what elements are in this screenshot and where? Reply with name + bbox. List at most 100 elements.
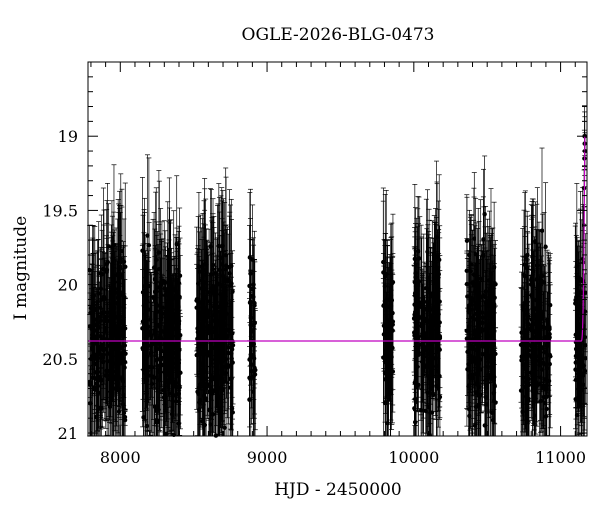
data-point bbox=[412, 333, 417, 338]
data-point bbox=[200, 419, 205, 424]
data-point bbox=[214, 304, 220, 310]
data-point bbox=[205, 314, 210, 320]
data-point bbox=[166, 331, 172, 336]
data-point bbox=[474, 371, 479, 377]
data-point bbox=[389, 297, 394, 303]
data-point bbox=[220, 243, 225, 248]
data-point bbox=[104, 269, 109, 275]
data-point bbox=[416, 352, 421, 358]
data-point bbox=[476, 402, 481, 408]
data-point bbox=[176, 312, 181, 318]
data-point bbox=[162, 286, 167, 291]
data-point bbox=[430, 320, 435, 325]
data-point bbox=[113, 327, 118, 333]
data-point bbox=[383, 274, 388, 279]
data-point bbox=[383, 400, 388, 406]
data-point bbox=[117, 338, 122, 343]
data-point bbox=[471, 280, 476, 286]
data-point bbox=[251, 282, 256, 287]
data-point bbox=[162, 368, 168, 373]
data-point bbox=[199, 286, 204, 291]
data-point bbox=[420, 331, 425, 336]
data-point bbox=[173, 342, 178, 347]
data-point bbox=[115, 381, 121, 386]
data-point bbox=[427, 361, 432, 367]
data-point bbox=[226, 362, 231, 368]
data-point bbox=[207, 407, 212, 413]
data-point bbox=[98, 318, 103, 323]
data-point bbox=[215, 281, 221, 286]
data-point bbox=[412, 293, 418, 298]
data-point bbox=[199, 321, 205, 327]
data-point bbox=[425, 357, 430, 363]
data-point bbox=[96, 390, 101, 395]
data-point bbox=[483, 289, 488, 294]
data-point bbox=[200, 293, 206, 299]
data-point bbox=[149, 350, 154, 355]
data-point bbox=[539, 228, 545, 233]
data-point bbox=[229, 347, 235, 352]
data-point bbox=[119, 325, 125, 330]
data-point bbox=[421, 343, 426, 349]
data-point bbox=[107, 376, 112, 382]
data-point bbox=[230, 342, 236, 348]
data-point bbox=[117, 314, 123, 319]
data-point bbox=[88, 381, 93, 386]
data-point bbox=[121, 410, 127, 416]
data-point bbox=[153, 270, 158, 275]
data-point bbox=[216, 357, 222, 362]
data-point bbox=[167, 281, 172, 287]
data-point bbox=[109, 331, 115, 337]
data-point bbox=[464, 328, 469, 334]
data-point bbox=[194, 298, 199, 303]
data-point bbox=[491, 374, 497, 380]
data-point bbox=[172, 286, 178, 292]
data-point bbox=[210, 412, 215, 417]
data-point bbox=[91, 337, 97, 343]
data-point bbox=[413, 271, 418, 276]
data-point bbox=[412, 420, 418, 425]
data-point bbox=[472, 423, 478, 428]
data-point bbox=[479, 310, 485, 315]
data-point bbox=[390, 310, 395, 316]
data-point bbox=[122, 294, 127, 300]
data-point bbox=[229, 406, 235, 411]
data-point bbox=[158, 283, 163, 288]
data-point bbox=[217, 267, 222, 273]
data-point bbox=[416, 303, 421, 309]
data-point bbox=[478, 295, 483, 300]
data-point bbox=[144, 423, 150, 429]
data-point bbox=[251, 373, 256, 379]
data-point bbox=[539, 325, 545, 330]
data-point bbox=[94, 354, 99, 360]
data-point bbox=[145, 344, 150, 349]
data-point bbox=[197, 313, 202, 318]
data-point bbox=[106, 244, 111, 249]
data-point bbox=[385, 318, 390, 323]
data-point bbox=[176, 391, 182, 396]
data-point bbox=[467, 310, 472, 316]
data-point bbox=[215, 394, 221, 400]
data-point bbox=[223, 252, 228, 258]
data-point bbox=[475, 305, 480, 311]
data-point bbox=[222, 364, 227, 369]
data-point bbox=[111, 243, 117, 248]
data-point bbox=[492, 384, 497, 389]
data-point bbox=[172, 350, 178, 355]
data-point bbox=[155, 357, 160, 362]
data-point bbox=[144, 299, 150, 304]
data-point bbox=[101, 294, 107, 300]
data-point bbox=[436, 272, 441, 277]
data-point bbox=[155, 404, 160, 409]
data-point bbox=[247, 397, 252, 402]
data-point bbox=[466, 324, 471, 329]
data-point bbox=[210, 284, 216, 289]
data-point bbox=[435, 302, 441, 308]
data-point bbox=[107, 404, 113, 410]
data-point bbox=[205, 290, 211, 295]
data-point bbox=[218, 346, 224, 351]
data-point bbox=[113, 314, 119, 320]
data-point bbox=[476, 343, 481, 348]
data-point bbox=[212, 326, 218, 331]
